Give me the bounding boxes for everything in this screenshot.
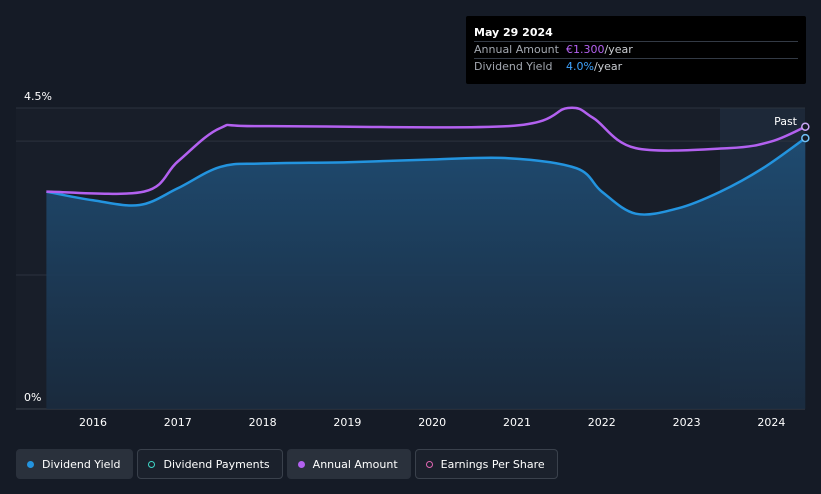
x-axis-ticks: 2016 2017 2018 2019 2020 2021 2022 2023 2024	[79, 416, 785, 429]
legend-label: Earnings Per Share	[440, 457, 545, 471]
annual-amount-line	[46, 106, 806, 196]
dividend-yield-dot-icon	[27, 460, 34, 468]
x-tick-label: 2018	[249, 416, 277, 429]
tooltip-row-annual-amount: Annual Amount €1.300 /year	[474, 41, 798, 58]
y-tick-label: 4.5%	[24, 90, 52, 103]
tooltip-date: May 29 2024	[474, 26, 553, 39]
tooltip-value: 4.0%	[566, 60, 594, 73]
x-tick-label: 2021	[503, 416, 531, 429]
tooltip-row-dividend-yield: Dividend Yield 4.0% /year	[474, 58, 798, 75]
tooltip-label: Dividend Yield	[474, 60, 553, 73]
dividend-payments-ring-icon	[148, 460, 156, 468]
x-tick-label: 2017	[164, 416, 192, 429]
legend-label: Annual Amount	[312, 457, 398, 471]
earnings-per-share-ring-icon	[425, 460, 433, 468]
tooltip-unit: /year	[604, 43, 633, 56]
legend-annual-amount[interactable]: Annual Amount	[286, 449, 411, 479]
legend-label: Dividend Payments	[163, 457, 270, 471]
annual-amount-dot-icon	[297, 460, 305, 468]
legend-label: Dividend Yield	[42, 457, 121, 471]
past-label: Past	[774, 115, 798, 128]
y-tick-label: 0%	[24, 391, 41, 404]
legend: Dividend Yield Dividend Payments Annual …	[16, 449, 558, 479]
tooltip-unit: /year	[593, 60, 623, 73]
x-tick-label: 2022	[588, 416, 616, 429]
tooltip: May 29 2024 Annual Amount €1.300 /year D…	[466, 16, 806, 84]
x-tick-label: 2020	[418, 416, 446, 429]
dividend-yield-line	[46, 137, 807, 216]
annual-amount-marker	[801, 122, 810, 131]
x-tick-label: 2024	[757, 416, 785, 429]
tooltip-value: €1.300	[566, 43, 605, 56]
tooltip-label: Annual Amount	[474, 43, 559, 56]
legend-dividend-payments[interactable]: Dividend Payments	[137, 449, 283, 479]
y-axis-ticks: 4.5% 0%	[24, 90, 52, 404]
dividend-yield-area	[46, 138, 806, 409]
dividend-yield-marker	[801, 133, 810, 143]
x-tick-label: 2019	[333, 416, 361, 429]
x-tick-label: 2016	[79, 416, 107, 429]
legend-earnings-per-share[interactable]: Earnings Per Share	[414, 449, 558, 479]
x-tick-label: 2023	[673, 416, 701, 429]
legend-dividend-yield[interactable]: Dividend Yield	[16, 449, 134, 479]
